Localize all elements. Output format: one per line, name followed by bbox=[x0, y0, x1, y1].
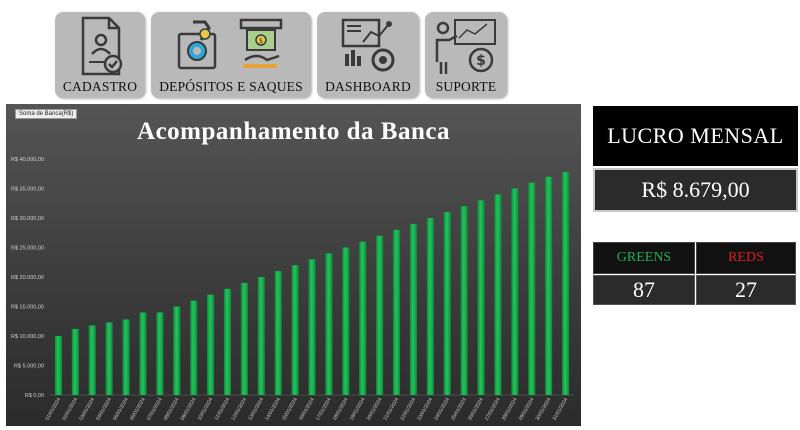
chart-bar bbox=[376, 235, 384, 395]
x-tick-label: 08/01/2024 bbox=[163, 397, 181, 422]
support-presentation-icon: $ bbox=[435, 19, 496, 74]
chart-bar bbox=[409, 223, 417, 395]
chart-bar bbox=[139, 312, 147, 395]
x-tick-label: 03/01/2024 bbox=[78, 397, 96, 422]
chart-bar bbox=[460, 206, 468, 395]
x-tick-label: 19/01/2024 bbox=[349, 397, 367, 422]
depositos-saques-button[interactable]: $ DEPÓSITOS E SAQUES bbox=[151, 12, 311, 98]
monthly-profit-value: R$ 8.679,00 bbox=[593, 168, 798, 212]
x-tick-label: 14/01/2024 bbox=[264, 397, 282, 422]
bankroll-bar-chart: R$ 0,00 R$ 5.000,00 R$ 10.000,00 R$ 15.000,… bbox=[11, 157, 574, 422]
x-tick-label: 13/01/2024 bbox=[247, 397, 265, 422]
chart-bar bbox=[156, 312, 164, 395]
reds-value: 27 bbox=[696, 275, 796, 305]
chart-bar bbox=[325, 253, 333, 395]
chart-bar bbox=[477, 200, 485, 395]
x-tick-label: 04/01/2024 bbox=[95, 397, 113, 422]
x-tick-label: 10/01/2024 bbox=[197, 397, 215, 422]
chart-bar bbox=[274, 271, 282, 395]
y-tick-label: R$ 20.000,00 bbox=[11, 275, 44, 281]
x-tick-label: 26/01/2024 bbox=[467, 397, 485, 422]
x-tick-label: 17/01/2024 bbox=[315, 397, 333, 422]
dashboard-button[interactable]: DASHBOARD bbox=[317, 12, 419, 98]
x-tick-label: 05/01/2024 bbox=[112, 397, 130, 422]
x-tick-label: 27/01/2024 bbox=[484, 397, 502, 422]
chart-bar bbox=[257, 277, 265, 395]
registration-form-icon bbox=[81, 16, 123, 76]
bankroll-chart-panel: R$ 0,00 R$ 5.000,00 R$ 10.000,00 R$ 15.000,… bbox=[6, 104, 581, 426]
greens-label: GREENS bbox=[593, 242, 695, 274]
y-tick-label: R$ 10.000,00 bbox=[11, 334, 44, 340]
x-tick-label: 07/01/2024 bbox=[146, 397, 164, 422]
y-tick-label: R$ 5.000,00 bbox=[14, 364, 44, 370]
chart-bar bbox=[190, 300, 198, 395]
chart-bar bbox=[223, 288, 232, 395]
y-tick-label: R$ 30.000,00 bbox=[11, 216, 44, 222]
chart-bar bbox=[54, 336, 63, 395]
x-tick-label: 15/01/2024 bbox=[281, 397, 299, 422]
chart-bar bbox=[308, 259, 316, 395]
x-tick-label: 02/01/2024 bbox=[61, 397, 79, 422]
chart-bar bbox=[359, 241, 367, 395]
x-tick-label: 29/01/2024 bbox=[518, 397, 536, 422]
dashboard-label: DASHBOARD bbox=[325, 79, 411, 94]
dashboard-analytics-icon bbox=[341, 18, 395, 72]
chart-bar bbox=[443, 212, 451, 395]
x-tick-label: 30/01/2024 bbox=[535, 397, 553, 422]
chart-bar bbox=[173, 306, 181, 395]
depositos-label: DEPÓSITOS E SAQUES bbox=[159, 79, 303, 94]
svg-text:$: $ bbox=[259, 37, 263, 45]
greens-value: 87 bbox=[593, 275, 695, 305]
chart-bar bbox=[392, 229, 401, 395]
atm-withdraw-icon: $ bbox=[239, 18, 283, 68]
cadastro-button[interactable]: CADASTRO bbox=[55, 12, 145, 98]
chart-bar bbox=[494, 194, 502, 395]
pivot-field-tag[interactable]: Soma de Banca(R$) bbox=[15, 109, 78, 119]
chart-title: Acompanhamento da Banca bbox=[137, 118, 450, 145]
chart-bar bbox=[122, 319, 130, 395]
chart-bar bbox=[545, 176, 553, 395]
x-tick-label: 12/01/2024 bbox=[230, 397, 248, 422]
chart-bar bbox=[561, 171, 570, 395]
chart-bar bbox=[511, 188, 519, 395]
x-tick-label: 09/01/2024 bbox=[180, 397, 198, 422]
x-tick-label: 16/01/2024 bbox=[298, 397, 316, 422]
x-tick-label: 24/01/2024 bbox=[433, 397, 451, 422]
x-tick-label: 23/01/2024 bbox=[416, 397, 434, 422]
chart-bar bbox=[240, 282, 248, 395]
cadastro-label: CADASTRO bbox=[62, 79, 138, 94]
chart-bar bbox=[426, 218, 434, 395]
y-tick-label: R$ 40.000,00 bbox=[11, 157, 44, 163]
x-tick-label: 06/01/2024 bbox=[129, 397, 147, 422]
y-tick-label: R$ 0,00 bbox=[25, 393, 44, 399]
top-nav: CADASTRO $ DEPÓSITOS E SAQUES bbox=[55, 12, 507, 98]
chart-bar bbox=[528, 182, 536, 395]
x-tick-label: 21/01/2024 bbox=[383, 397, 401, 422]
chart-bar bbox=[105, 322, 113, 395]
x-tick-label: 20/01/2024 bbox=[366, 397, 384, 422]
x-tick-label: 31/01/2024 bbox=[552, 397, 570, 422]
y-tick-label: R$ 25.000,00 bbox=[11, 246, 44, 252]
chart-bar bbox=[291, 265, 299, 395]
chart-bar bbox=[71, 328, 79, 395]
suporte-label: SUPORTE bbox=[435, 79, 497, 94]
x-tick-label: 25/01/2024 bbox=[450, 397, 468, 422]
chart-bar bbox=[207, 294, 215, 395]
suporte-button[interactable]: $ SUPORTE bbox=[425, 12, 507, 98]
chart-bar bbox=[342, 247, 350, 395]
x-tick-label: 22/01/2024 bbox=[399, 397, 417, 422]
chart-bar bbox=[88, 325, 96, 395]
x-tick-label: 28/01/2024 bbox=[501, 397, 519, 422]
y-tick-label: R$ 35.000,00 bbox=[11, 187, 44, 193]
svg-text:$: $ bbox=[476, 53, 486, 69]
x-tick-label: 18/01/2024 bbox=[332, 397, 350, 422]
safe-deposit-icon bbox=[177, 20, 217, 70]
x-tick-label: 01/01/2024 bbox=[44, 397, 62, 422]
x-tick-label: 11/01/2024 bbox=[214, 397, 232, 422]
y-tick-label: R$ 15.000,00 bbox=[11, 305, 44, 311]
monthly-profit-title: LUCRO MENSAL bbox=[593, 106, 798, 166]
reds-label: REDS bbox=[696, 242, 796, 274]
